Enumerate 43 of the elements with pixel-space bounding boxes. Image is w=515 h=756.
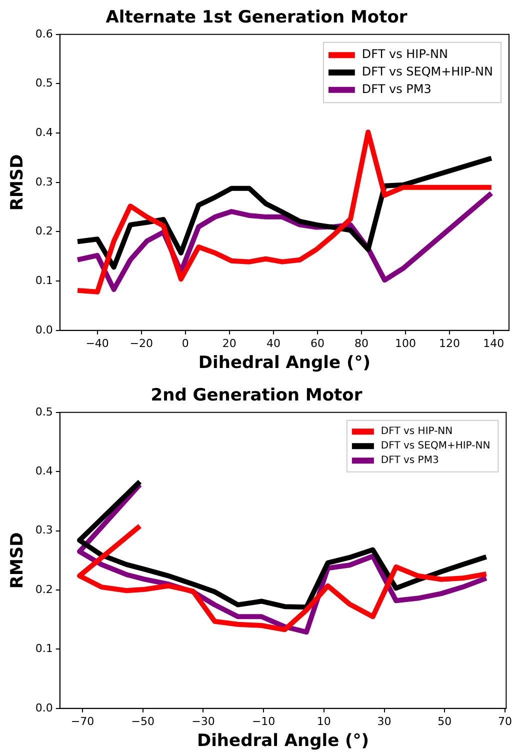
y-axis-title: RMSD	[8, 532, 28, 589]
x-tick-label: −30	[192, 714, 215, 728]
x-tick-label: −20	[130, 336, 153, 350]
y-tick-label: 0.3	[35, 524, 53, 537]
x-tick-label: 70	[498, 714, 512, 728]
chart-title: 2nd Generation Motor	[150, 386, 363, 406]
x-tick-label: 100	[395, 336, 416, 350]
legend-label: DFT vs HIP-NN	[380, 426, 453, 438]
y-tick-label: 0.3	[35, 175, 53, 188]
legend-label: DFT vs PM3	[380, 455, 439, 466]
x-tick-label: 120	[439, 336, 460, 350]
x-tick-label: 60	[310, 336, 324, 350]
x-tick-label: 10	[316, 714, 331, 728]
x-tick-label: 80	[354, 336, 368, 350]
chart-title: Alternate 1st Generation Motor	[106, 8, 408, 28]
y-tick-label: 0.4	[35, 126, 53, 139]
y-tick-label: 0.1	[35, 642, 53, 656]
x-tick-label: −40	[86, 336, 109, 350]
legend-label: DFT vs SEQM+HIP-NN	[380, 440, 490, 452]
y-tick-label: 0.5	[35, 405, 53, 418]
x-tick-label: −70	[70, 714, 94, 728]
x-tick-label: 30	[377, 714, 392, 728]
x-tick-label: 20	[222, 336, 236, 350]
y-tick-label: 0.0	[35, 701, 53, 714]
x-tick-label: 40	[266, 336, 280, 350]
legend-label: DFT vs PM3	[362, 82, 432, 96]
x-tick-label: 50	[438, 714, 452, 728]
y-tick-label: 0.0	[35, 323, 53, 336]
x-tick-label: 0	[182, 336, 189, 350]
y-tick-label: 0.2	[35, 224, 53, 238]
y-tick-label: 0.2	[35, 582, 53, 596]
legend-label: DFT vs HIP-NN	[362, 47, 448, 62]
x-tick-label: −50	[131, 714, 154, 728]
x-tick-label: −10	[252, 714, 276, 728]
y-axis-title: RMSD	[8, 154, 28, 211]
x-tick-label: 140	[483, 336, 504, 350]
y-tick-label: 0.4	[35, 464, 53, 478]
y-tick-label: 0.5	[35, 76, 53, 90]
x-axis-title: Dihedral Angle (°)	[196, 731, 370, 752]
legend-label: DFT vs SEQM+HIP-NN	[362, 64, 494, 79]
y-tick-label: 0.6	[35, 27, 53, 40]
x-axis-title: Dihedral Angle (°)	[198, 353, 370, 374]
y-tick-label: 0.1	[35, 274, 53, 287]
